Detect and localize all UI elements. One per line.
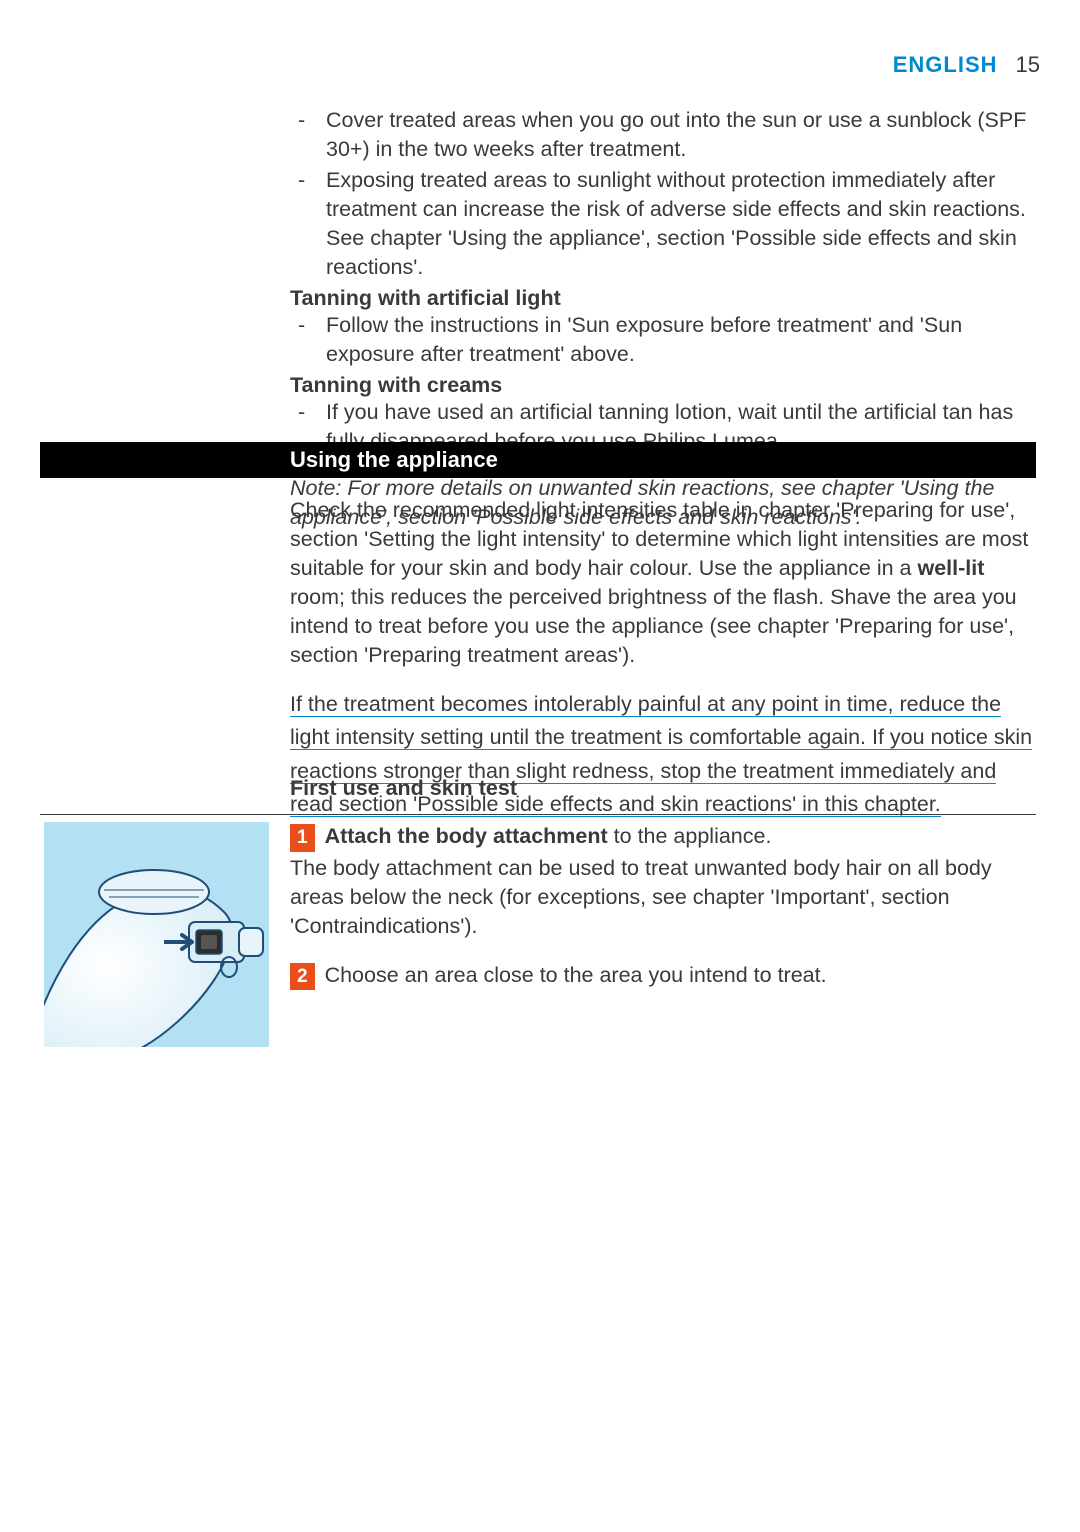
step-1-description: The body attachment can be used to treat… [290, 854, 1036, 941]
artificial-light-list: Follow the instructions in 'Sun exposure… [290, 311, 1036, 369]
steps-block: 1 Attach the body attachment to the appl… [290, 822, 1036, 990]
step-2-text: Choose an area close to the area you int… [325, 963, 827, 987]
list-item: Exposing treated areas to sunlight witho… [290, 166, 1036, 282]
step-1-rest: to the appliance. [608, 824, 772, 848]
subheading-creams: Tanning with creams [290, 373, 1036, 398]
warning-paragraph: If the treatment becomes intolerably pai… [290, 688, 1036, 821]
page-header: ENGLISH 15 [893, 52, 1040, 78]
section-heading-bar: Using the appliance [40, 442, 1036, 478]
para-bold: well-lit [917, 556, 984, 580]
step-1-line: 1 Attach the body attachment to the appl… [290, 822, 1036, 852]
subheading-artificial-light: Tanning with artificial light [290, 286, 1036, 311]
step-number-badge: 1 [290, 824, 315, 852]
language-label: ENGLISH [893, 52, 998, 78]
subheading-first-use: First use and skin test [290, 776, 517, 801]
list-item: Cover treated areas when you go out into… [290, 106, 1036, 164]
step-2-line: 2 Choose an area close to the area you i… [290, 961, 1036, 991]
device-illustration-svg [44, 822, 269, 1047]
sun-exposure-list: Cover treated areas when you go out into… [290, 106, 1036, 282]
section-paragraph: Check the recommended light intensities … [290, 496, 1036, 670]
step-1-bold: Attach the body attachment [325, 824, 608, 848]
page-number: 15 [1016, 52, 1040, 78]
divider-rule [40, 808, 1036, 815]
step-number-badge: 2 [290, 963, 315, 991]
section-title: Using the appliance [40, 442, 1036, 478]
list-item: Follow the instructions in 'Sun exposure… [290, 311, 1036, 369]
section-body: Check the recommended light intensities … [290, 482, 1036, 821]
illustration-body-attachment [44, 822, 269, 1047]
para-text-b: room; this reduces the perceived brightn… [290, 585, 1017, 667]
